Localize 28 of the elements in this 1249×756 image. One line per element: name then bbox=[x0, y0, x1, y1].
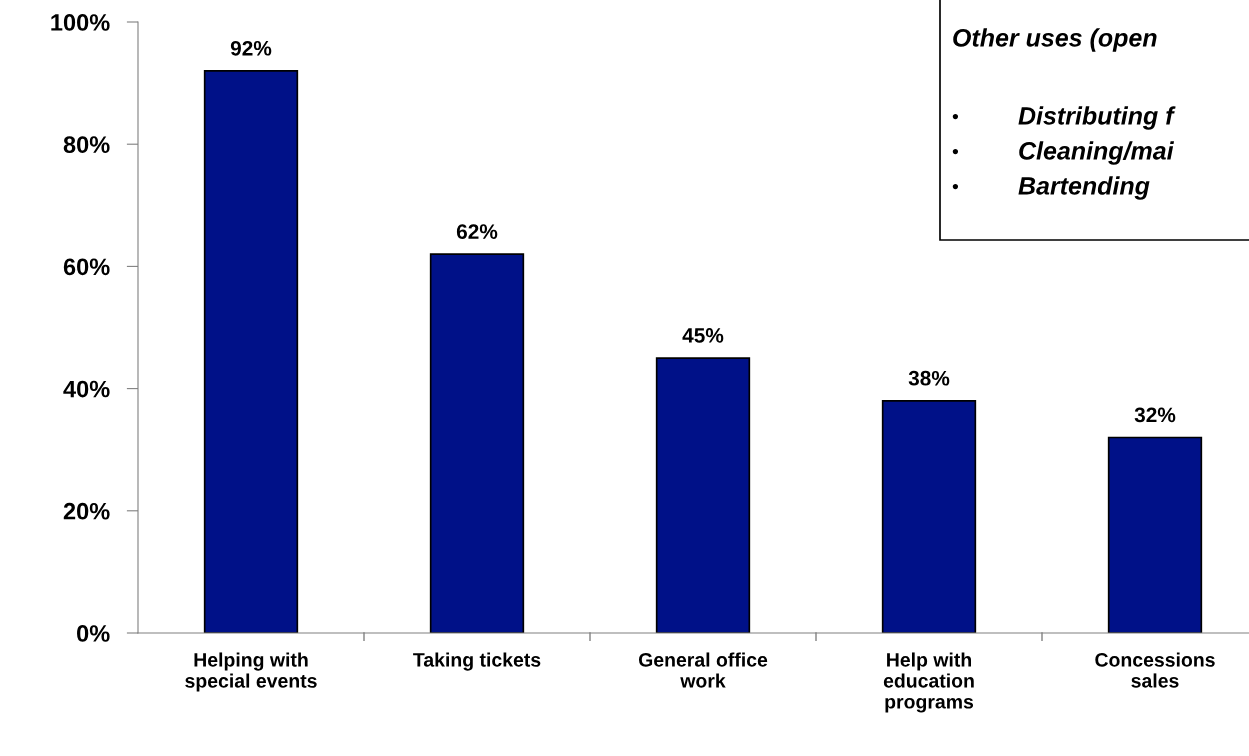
annotation: Bartending bbox=[1018, 176, 1150, 200]
x-tick-label: Help with education programs bbox=[883, 652, 974, 713]
annotation: • bbox=[952, 113, 959, 120]
x-tick-label: General office work bbox=[638, 652, 768, 688]
y-tick-label: 40% bbox=[63, 380, 110, 398]
data-label: 32% bbox=[1134, 407, 1176, 423]
data-label: 62% bbox=[456, 224, 498, 239]
annotation: Cleaning/mai bbox=[1019, 141, 1175, 165]
annotation: Other uses (open bbox=[953, 28, 1157, 52]
x-tick-label: Concessions sales bbox=[1095, 652, 1215, 688]
annotation: • bbox=[952, 148, 959, 155]
data-label: 45% bbox=[682, 328, 724, 343]
bar bbox=[429, 253, 525, 633]
bar bbox=[1107, 436, 1203, 633]
y-tick-label: 100% bbox=[51, 14, 110, 31]
bar bbox=[203, 70, 299, 633]
annotation: Distributing f bbox=[1018, 106, 1176, 130]
bar bbox=[655, 357, 751, 633]
y-tick-label: 80% bbox=[63, 136, 110, 153]
data-label: 92% bbox=[230, 40, 272, 56]
y-tick-label: 0% bbox=[77, 625, 110, 642]
y-tick-label: 60% bbox=[63, 258, 110, 276]
x-tick-label: Helping with special events bbox=[185, 652, 317, 692]
y-tick-label: 20% bbox=[63, 502, 110, 520]
bar bbox=[881, 399, 977, 633]
x-tick-label: Taking tickets bbox=[413, 652, 541, 671]
data-label: 38% bbox=[908, 370, 950, 386]
annotation: • bbox=[952, 183, 959, 190]
